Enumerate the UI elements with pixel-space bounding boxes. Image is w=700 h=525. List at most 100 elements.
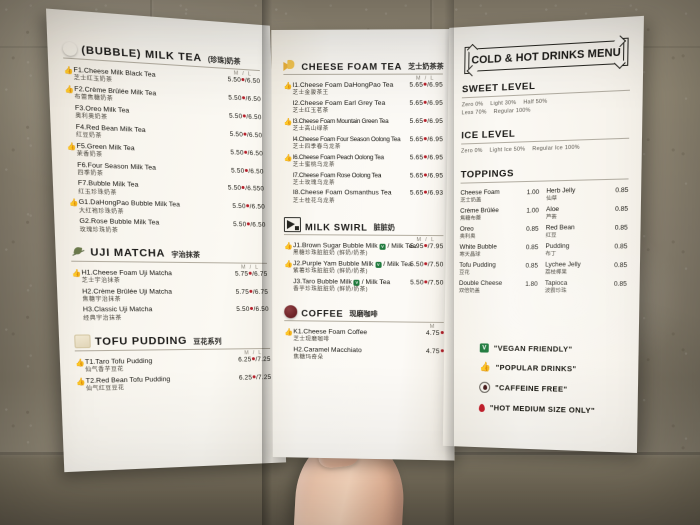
menu-panel-middle: CHEESE FOAM TEA 芝士奶茶茶 M / L 👍 I1.Cheese Foam… — [271, 29, 455, 461]
milk-pour-icon — [283, 216, 301, 233]
menu-section: UJI MATCHA 宇治抹茶 M / L 👍 H1.Cheese Foam Uji M… — [71, 246, 270, 323]
topping-name-cn: 芝士奶盖 — [460, 197, 482, 204]
topping-price: 0.85 — [614, 223, 628, 232]
level-option: Less 70% — [461, 109, 487, 117]
menu-item-name-cn: 紫薯珍珠脏脏奶 (鲜奶/奶茶) — [293, 268, 368, 275]
menu-item-name-cn: 仙气红豆豆花 — [85, 385, 125, 393]
menu-item-name-en: I3.Cheese Foam Mountain Green Tea — [292, 117, 389, 125]
menu-item-price: 5.50/6.550 — [227, 184, 265, 194]
tofu-pudding-icon — [74, 334, 91, 349]
menu-item-name-cn: 芝士高山绿茶 — [292, 126, 329, 133]
menu-item-row: I8.Cheese Foam Osmanthus Tea 芝士桂花乌龙茶 5.65/… — [284, 189, 444, 205]
menu-item-price: 5.65/6.95 — [409, 153, 444, 161]
menu-panel-right: COLD & HOT DRINKS MENU SWEET LEVEL Zero … — [442, 15, 644, 453]
menu-section: MILK SWIRL 脏脏奶 M / L 👍 J1.Brown Sugar Bubble… — [283, 216, 444, 295]
menu-item-text: H2.Crème Brûlée Uji Matcha 焦糖宇治抹茶 — [82, 288, 233, 304]
menu-item-name-cn: 芝士四季春乌龙茶 — [292, 144, 341, 151]
legend-row: "CAFFEINE FREE" — [479, 381, 625, 397]
menu-item-name-cn: 香芋珍珠脏脏奶 (鲜奶/奶茶) — [293, 286, 368, 294]
menu-item-row: H2.Caramel Macchiato 焦糖玛奇朵 4.75 — [284, 346, 444, 364]
menu-item-row: I7.Cheese Foam Rose Oolong Tea 芝士玫瑰乌龙茶 5.6… — [284, 172, 444, 188]
menu-item-price: 5.50/6.50 — [230, 166, 264, 176]
legend-label: "CAFFEINE FREE" — [495, 383, 568, 394]
level-option: Regular Ice 100% — [532, 144, 580, 153]
menu-item-name-cn: 焦糖玛奇朵 — [293, 354, 324, 362]
thumbs-up-icon: 👍 — [66, 142, 77, 151]
menu-item-text: J1.Brown Sugar Bubble Milk V / Milk Tea 黑… — [293, 242, 416, 258]
menu-banner: COLD & HOT DRINKS MENU — [464, 35, 628, 77]
menu-item-row: I2.Cheese Foam Earl Grey Tea 芝士红玉茗茶 5.65/6… — [283, 100, 443, 116]
topping-price: 0.85 — [613, 280, 627, 288]
sweet-level-block: SWEET LEVEL Zero 0% Light 30% Half 50% Les… — [462, 76, 631, 117]
menu-item-price: 5.65/6.93 — [409, 189, 444, 198]
menu-section: CHEESE FOAM TEA 芝士奶茶茶 M / L 👍 I1.Cheese Foam… — [283, 59, 444, 205]
topping-name-cn: 红豆 — [545, 232, 557, 240]
legend-label: "POPULAR DRINKS" — [495, 362, 577, 374]
menu-item-price: 5.65/6.95 — [409, 135, 444, 143]
topping-name-cn: 荔枝椰果 — [545, 269, 567, 277]
legend-label: "VEGAN FRIENDLY" — [493, 343, 573, 354]
menu-item-row: H2.Crème Brûlée Uji Matcha 焦糖宇治抹茶 5.75/6.7… — [72, 288, 268, 304]
popular-marker-empty — [284, 172, 293, 173]
menu-item-text: T2.Red Bean Tofu Pudding 仙气红豆豆花 — [86, 374, 237, 393]
menu-item-name-cn: 芝士宇治抹茶 — [81, 277, 121, 285]
topping-name-cn: 波霸珍珠 — [544, 288, 567, 295]
menu-item-row: J3.Taro Bubble Milk V / Milk Tea 香芋珍珠脏脏奶 … — [284, 278, 444, 295]
menu-item-code: J2. — [293, 259, 303, 268]
thumbs-up-icon: 👍 — [283, 118, 293, 126]
menu-item-row: G2.Rose Bubble Milk Tea 玫瑰珍珠奶茶 5.50/6.50 — [70, 218, 267, 238]
topping-name-cn: 仙草 — [546, 195, 558, 202]
menu-item-row: 👍 H1.Cheese Foam Uji Matcha 芝士宇治抹茶 5.75/6.7… — [72, 269, 268, 286]
popular-marker-empty — [70, 218, 80, 219]
menu-item-name-cn: 芝士蜜桃乌龙茶 — [292, 162, 335, 169]
topping-item: Tapioca 波霸珍珠 0.85 — [545, 280, 627, 295]
menu-panel-left: (BUBBLE) MILK TEA (珍珠)奶茶 M / L 👍 F1.Cheese M… — [45, 8, 287, 473]
topping-name-cn: 豆花 — [459, 270, 470, 277]
menu-item-text: I8.Cheese Foam Osmanthus Tea 芝士桂花乌龙茶 — [293, 190, 407, 206]
menu-item-price: 5.65/6.95 — [409, 81, 443, 89]
menu-item-price: 5.50/6.50 — [228, 94, 262, 104]
section-header: TOFU PUDDING 豆花系列 — [74, 333, 270, 349]
popular-marker-empty — [284, 346, 293, 347]
menu-item-text: I4.Cheese Foam Four Season Oolong Tea 芝士四… — [293, 136, 407, 152]
menu-item-name-en: I4.Cheese Foam Four Season Oolong Tea — [292, 135, 401, 143]
ice-level-block: ICE LEVEL Zero 0% Light Ice 50% Regular Ic… — [461, 124, 630, 155]
thumbs-up-icon: 👍 — [283, 154, 293, 162]
topping-item: Double Cheese 双倍奶盖 1.80 — [459, 280, 538, 295]
section-title: TOFU PUDDING — [94, 334, 188, 348]
menu-item-row: 👍 K1.Cheese Foam Coffee 芝士现磨咖啡 4.75 — [284, 328, 444, 345]
menu-item-text: I7.Cheese Foam Rose Oolong Tea 芝士玫瑰乌龙茶 — [293, 172, 407, 188]
menu-item-text: H3.Classic Uji Matcha 经典宇治抹茶 — [83, 306, 234, 322]
section-title-cn: 豆花系列 — [193, 338, 222, 346]
section-title-cn: 宇治抹茶 — [171, 251, 201, 259]
topping-name-cn: 布丁 — [545, 251, 557, 258]
thumbs-up-icon: 👍 — [284, 329, 294, 337]
menu-item-price: 4.75 — [423, 348, 444, 355]
section-title: CHEESE FOAM TEA — [301, 61, 403, 72]
menu-item-row: F7.Bubble Milk Tea 红玉珍珠奶茶 5.50/6.550 — [68, 180, 265, 202]
menu-item-name-cn: 经典宇治抹茶 — [83, 315, 122, 322]
thumbs-up-icon: 👍 — [68, 199, 79, 208]
menu-item-price: 4.75 — [423, 330, 444, 337]
thumbs-up-icon: 👍 — [63, 67, 74, 75]
menu-item-price: 5.65/6.95 — [409, 117, 444, 125]
section-title: MILK SWIRL — [304, 222, 368, 233]
popular-marker-empty — [72, 288, 82, 289]
section-title-cn: 现磨咖啡 — [349, 310, 378, 319]
legend-list: V "VEGAN FRIENDLY" 👍 "POPULAR DRINKS" "CAFFE… — [457, 343, 626, 416]
topping-item: Tofu Pudding 豆花 0.85 — [459, 262, 538, 277]
menu-item-price: 5.95/7.95 — [409, 242, 444, 251]
menu-item-name-cn: 芝士桂花乌龙茶 — [292, 197, 335, 205]
legend-row: "HOT MEDIUM SIZE ONLY" — [478, 403, 625, 416]
menu-item-row: 👍 J2.Purple Yam Bubble Milk V / Milk Tea 紫… — [284, 260, 444, 277]
caffeine-free-icon — [479, 381, 491, 394]
topping-name-en: Herb Jelly — [546, 186, 576, 195]
topping-name-cn: 奥利奥 — [459, 233, 476, 241]
menu-item-price: 5.65/6.95 — [409, 171, 444, 180]
level-option: Half 50% — [523, 98, 548, 106]
menu-item-name-en: I7.Cheese Foam Rose Oolong Tea — [292, 171, 381, 179]
topping-name-cn: 双倍奶盖 — [458, 288, 480, 295]
legend-label: "HOT MEDIUM SIZE ONLY" — [489, 403, 596, 416]
toppings-block: TOPPINGS Cheese Foam 芝士奶盖 1.00 Herb Jelly 仙草… — [459, 165, 629, 295]
menu-item-name-cn: 仙气香芋豆花 — [85, 366, 124, 374]
